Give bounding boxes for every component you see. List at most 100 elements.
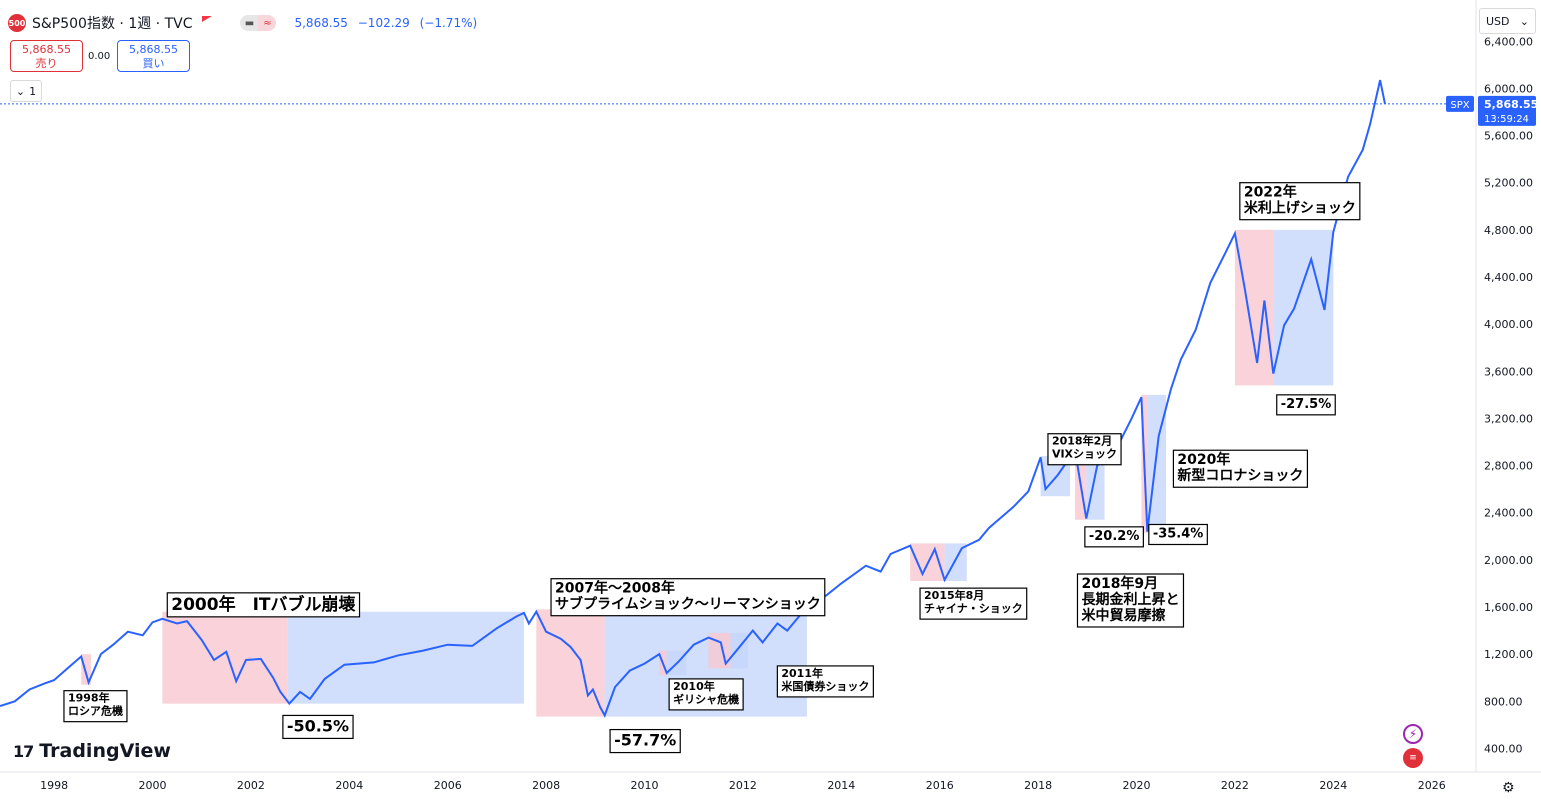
symbol-tag-text: SPX [1450, 100, 1469, 111]
time-axis[interactable]: 1998 2000 2002 2004 2006 2008 2010 2012 2014 2016… [0, 771, 1541, 792]
annotation-text: -35.4% [1153, 526, 1204, 541]
price-tag: SPX 5,868.55 13:59:24 [1446, 95, 1538, 126]
last-price-tag [1478, 95, 1536, 126]
indicators-collapse-button[interactable]: ⌄ 1 [10, 80, 42, 102]
y-tick-label: 4,400.00 [1484, 271, 1533, 284]
symbol-logo-icon[interactable]: 500 [8, 14, 26, 32]
x-tick-label: 2010 [631, 779, 659, 792]
indicator-toggle[interactable]: ▬ ≈ [240, 15, 277, 31]
annotation-box [1172, 449, 1309, 488]
annotation-box [919, 587, 1028, 620]
chevron-down-icon: ⌄ [1519, 14, 1529, 28]
annotation-box [282, 714, 354, 740]
x-tick-label: 2000 [139, 779, 167, 792]
recovery-zone [730, 632, 748, 669]
annotation-text: VIXショック [1052, 448, 1117, 461]
annotation: -50.5% [282, 714, 354, 740]
price-change-pct: (−1.71%) [419, 16, 478, 30]
last-price: 5,868.55 [294, 16, 348, 30]
annotation-text: 2010年 [673, 679, 715, 693]
annotation-text: 2000年 ITバブル崩壊 [171, 594, 356, 615]
annotation-box [1276, 394, 1336, 416]
y-tick-label: 6,000.00 [1484, 82, 1533, 95]
annotation-box [609, 728, 681, 754]
y-tick-label: 2,400.00 [1484, 507, 1533, 520]
annotation-text: 2020年 [1177, 451, 1230, 468]
annotation: 2000年 ITバブル崩壊 [166, 592, 361, 618]
y-tick-label: 6,400.00 [1484, 35, 1533, 48]
drawdown-zone [536, 609, 605, 717]
flag-icon[interactable] [202, 16, 213, 30]
x-tick-label: 2022 [1221, 779, 1249, 792]
y-tick-label: 1,200.00 [1484, 648, 1533, 661]
annotation-text: 米利上げショック [1244, 200, 1356, 217]
annotation-text: チャイナ・ショック [924, 602, 1023, 615]
recovery-zone [1086, 449, 1105, 520]
annotation-box [1148, 523, 1208, 546]
sell-button[interactable]: 5,868.55 売り [10, 40, 83, 72]
currency-label: USD [1486, 14, 1510, 28]
x-tick-label: 2014 [827, 779, 855, 792]
tradingview-logo[interactable]: 17 TradingView [13, 740, 171, 762]
annotation-text: サブプライムショック～リーマンショック [555, 596, 821, 613]
price-axis[interactable]: 400.00 800.00 1,200.00 1,600.00 2,000.00 2,40… [1475, 0, 1533, 772]
y-tick-label: 4,800.00 [1484, 224, 1533, 237]
annotation-text: 2015年8月 [924, 588, 984, 602]
recovery-zone [287, 611, 524, 704]
y-tick-label: 1,600.00 [1484, 601, 1533, 614]
currency-select[interactable]: USD ⌄ [1479, 8, 1536, 34]
annotation: -35.4% [1148, 523, 1208, 546]
x-tick-label: 2004 [335, 779, 363, 792]
buy-label: 買い [142, 57, 165, 70]
x-tick-label: 2006 [434, 779, 462, 792]
bar-countdown-text: 13:59:24 [1484, 114, 1529, 125]
line-icon[interactable]: ▬ [240, 15, 259, 31]
price-line [0, 79, 1386, 718]
indicator-count: 1 [29, 84, 37, 98]
y-tick-label: 400.00 [1484, 742, 1523, 755]
chevron-down-icon: ⌄ [15, 84, 26, 98]
annotation-box [1239, 182, 1361, 221]
last-price-text: 5,868.55 [1484, 98, 1538, 111]
annotation-text: 2022年 [1244, 184, 1297, 201]
annotation-box [166, 592, 361, 618]
y-tick-label: 4,000.00 [1484, 318, 1533, 331]
annotation-box [1084, 526, 1144, 548]
us-flag-icon[interactable]: ≡ [1403, 748, 1423, 768]
tradingview-logo-icon: 17 [13, 741, 34, 761]
annotation-text: 長期金利上昇と [1081, 591, 1179, 608]
chart-header: 500 S&P500指数 · 1週 · TVC ▬ ≈ 5,868.55 −10… [8, 12, 483, 34]
sell-price: 5,868.55 [22, 43, 71, 56]
buy-price: 5,868.55 [129, 43, 178, 56]
annotation-text: 2007年～2008年 [555, 580, 675, 597]
lightning-icon[interactable]: ⚡ [1403, 724, 1423, 744]
buy-button[interactable]: 5,868.55 買い [117, 40, 190, 72]
annotation-text: 米国債券ショック [780, 679, 869, 693]
symbol-title[interactable]: S&P500指数 · 1週 · TVC [32, 16, 193, 32]
x-tick-label: 2024 [1319, 779, 1347, 792]
annotation: -27.5% [1276, 394, 1336, 416]
annotation-text: -57.7% [614, 731, 676, 750]
y-tick-label: 5,200.00 [1484, 177, 1533, 190]
gear-icon[interactable]: ⚙ [1502, 780, 1515, 796]
x-tick-label: 2018 [1024, 779, 1052, 792]
annotation-text: -27.5% [1281, 397, 1332, 412]
y-tick-label: 800.00 [1484, 695, 1523, 708]
annotation-text: 2018年9月 [1081, 575, 1158, 592]
x-tick-label: 2026 [1418, 779, 1446, 792]
annotation-text: -50.5% [287, 716, 349, 735]
annotation-text: 2011年 [781, 666, 823, 680]
x-tick-label: 2012 [729, 779, 757, 792]
annotation-text: ギリシャ危機 [673, 692, 739, 706]
annotation-text: 米中貿易摩擦 [1081, 607, 1165, 624]
x-tick-label: 2020 [1123, 779, 1151, 792]
annotation-text: ロシア危機 [68, 704, 123, 718]
approx-icon[interactable]: ≈ [258, 15, 277, 31]
annotation: -57.7% [609, 728, 681, 754]
quote-readout: 5,868.55 −102.29 (−1.71%) [294, 16, 483, 30]
